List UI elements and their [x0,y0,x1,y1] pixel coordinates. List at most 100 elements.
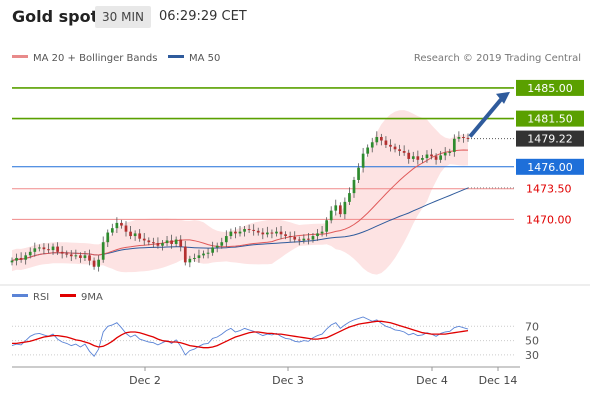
candle-body [307,238,310,240]
candle-body [361,153,365,168]
level-tag-1476.00 [516,158,584,175]
candle-body [343,201,347,215]
rsi-legend-swatch [12,294,28,297]
x-tick-label: Dec 14 [479,374,518,387]
candle-body [443,152,447,156]
candle-body [74,255,78,257]
level-label-1473.50: 1473.50 [526,183,572,196]
candle-body [142,238,146,241]
rsi-tick-50: 50 [525,335,539,348]
candle-body [88,255,91,261]
candle-body [28,251,32,256]
rsi-line [11,316,469,358]
candle-body [266,232,269,235]
candle-body [120,222,123,226]
candle-body [133,233,137,237]
candle-body [202,253,205,256]
candle-body [402,151,406,153]
candle-body [83,255,87,258]
candle-body [311,236,315,240]
ma20-line [11,149,469,262]
candle-body [293,236,297,240]
candle-body [398,149,401,152]
candle-body [370,142,374,148]
candle-body [188,258,192,263]
level-tag-1481.50 [516,110,584,127]
candle-body [316,233,319,237]
candle-body [352,179,356,194]
candle-body [448,151,452,153]
research-credit: Research © 2019 Trading Central [414,53,581,64]
x-tick-label: Dec 3 [272,374,304,387]
candle-body [425,154,429,159]
candle-body [206,252,210,254]
candle-body [279,231,283,235]
forecast-arrow-shaft [468,94,506,138]
rsi-ma-line [12,320,469,349]
timeframe-selector[interactable]: 30 MIN [95,6,151,28]
candle-body [56,246,59,252]
candle-body [10,260,14,263]
ma50-legend-label: MA 50 [189,53,220,64]
candle-body [129,231,132,237]
candle-body [165,240,169,244]
level-label-1485.00: 1485.00 [527,82,573,95]
candle-body [147,240,151,243]
candle-body [138,233,142,239]
rsi-tick-70: 70 [525,320,539,333]
candle-body [457,137,461,139]
current-price-label: 1479.22 [527,133,573,146]
candle-body [69,254,73,257]
candle-body [434,156,438,160]
candle-body [357,167,360,180]
x-tick-label: Dec 2 [129,374,161,387]
level-label-1470.00: 1470.00 [526,213,572,226]
candle-body [161,243,164,246]
candle-body [220,242,224,246]
candle-body [174,239,178,244]
candle-body [33,248,37,252]
candle-body [302,238,306,241]
candle-body [261,232,265,235]
instrument-title: Gold spot [12,7,99,26]
candle-body [170,240,173,244]
candle-body [243,229,246,232]
timestamp: 06:29:29 CET [159,9,247,24]
ma20-legend-swatch [12,55,28,58]
candle-body [193,257,196,259]
candle-body [24,255,28,260]
candle-body [384,140,388,145]
ma20-legend-label: MA 20 + Bollinger Bands [33,53,157,64]
level-label-1481.50: 1481.50 [527,113,573,126]
candle-body [183,246,187,263]
candle-body [211,247,214,253]
candle-body [366,147,370,154]
candle-body [101,242,105,260]
candle-body [65,253,69,255]
candle-body [284,234,287,237]
candle-body [156,243,160,246]
candle-body [466,137,470,139]
candle-body [152,242,155,244]
level-tag-1485.00 [516,79,584,96]
candle-body [60,251,64,254]
candle-body [416,156,420,160]
candle-body [215,245,219,248]
x-tick-label: Dec 4 [416,374,448,387]
candle-body [270,232,274,234]
candle-body [256,230,260,233]
level-label-1476.00: 1476.00 [527,161,573,174]
candle-body [15,257,18,261]
rsi-legend-label: RSI [33,292,49,303]
candle-body [462,137,465,139]
candle-body [115,222,119,229]
candle-body [110,228,114,233]
candle-body [224,236,228,243]
candle-body [42,247,46,250]
candle-body [234,231,237,234]
candle-body [38,247,41,249]
candle-body [79,255,82,258]
candle-body [197,255,201,258]
candle-body [421,158,424,160]
